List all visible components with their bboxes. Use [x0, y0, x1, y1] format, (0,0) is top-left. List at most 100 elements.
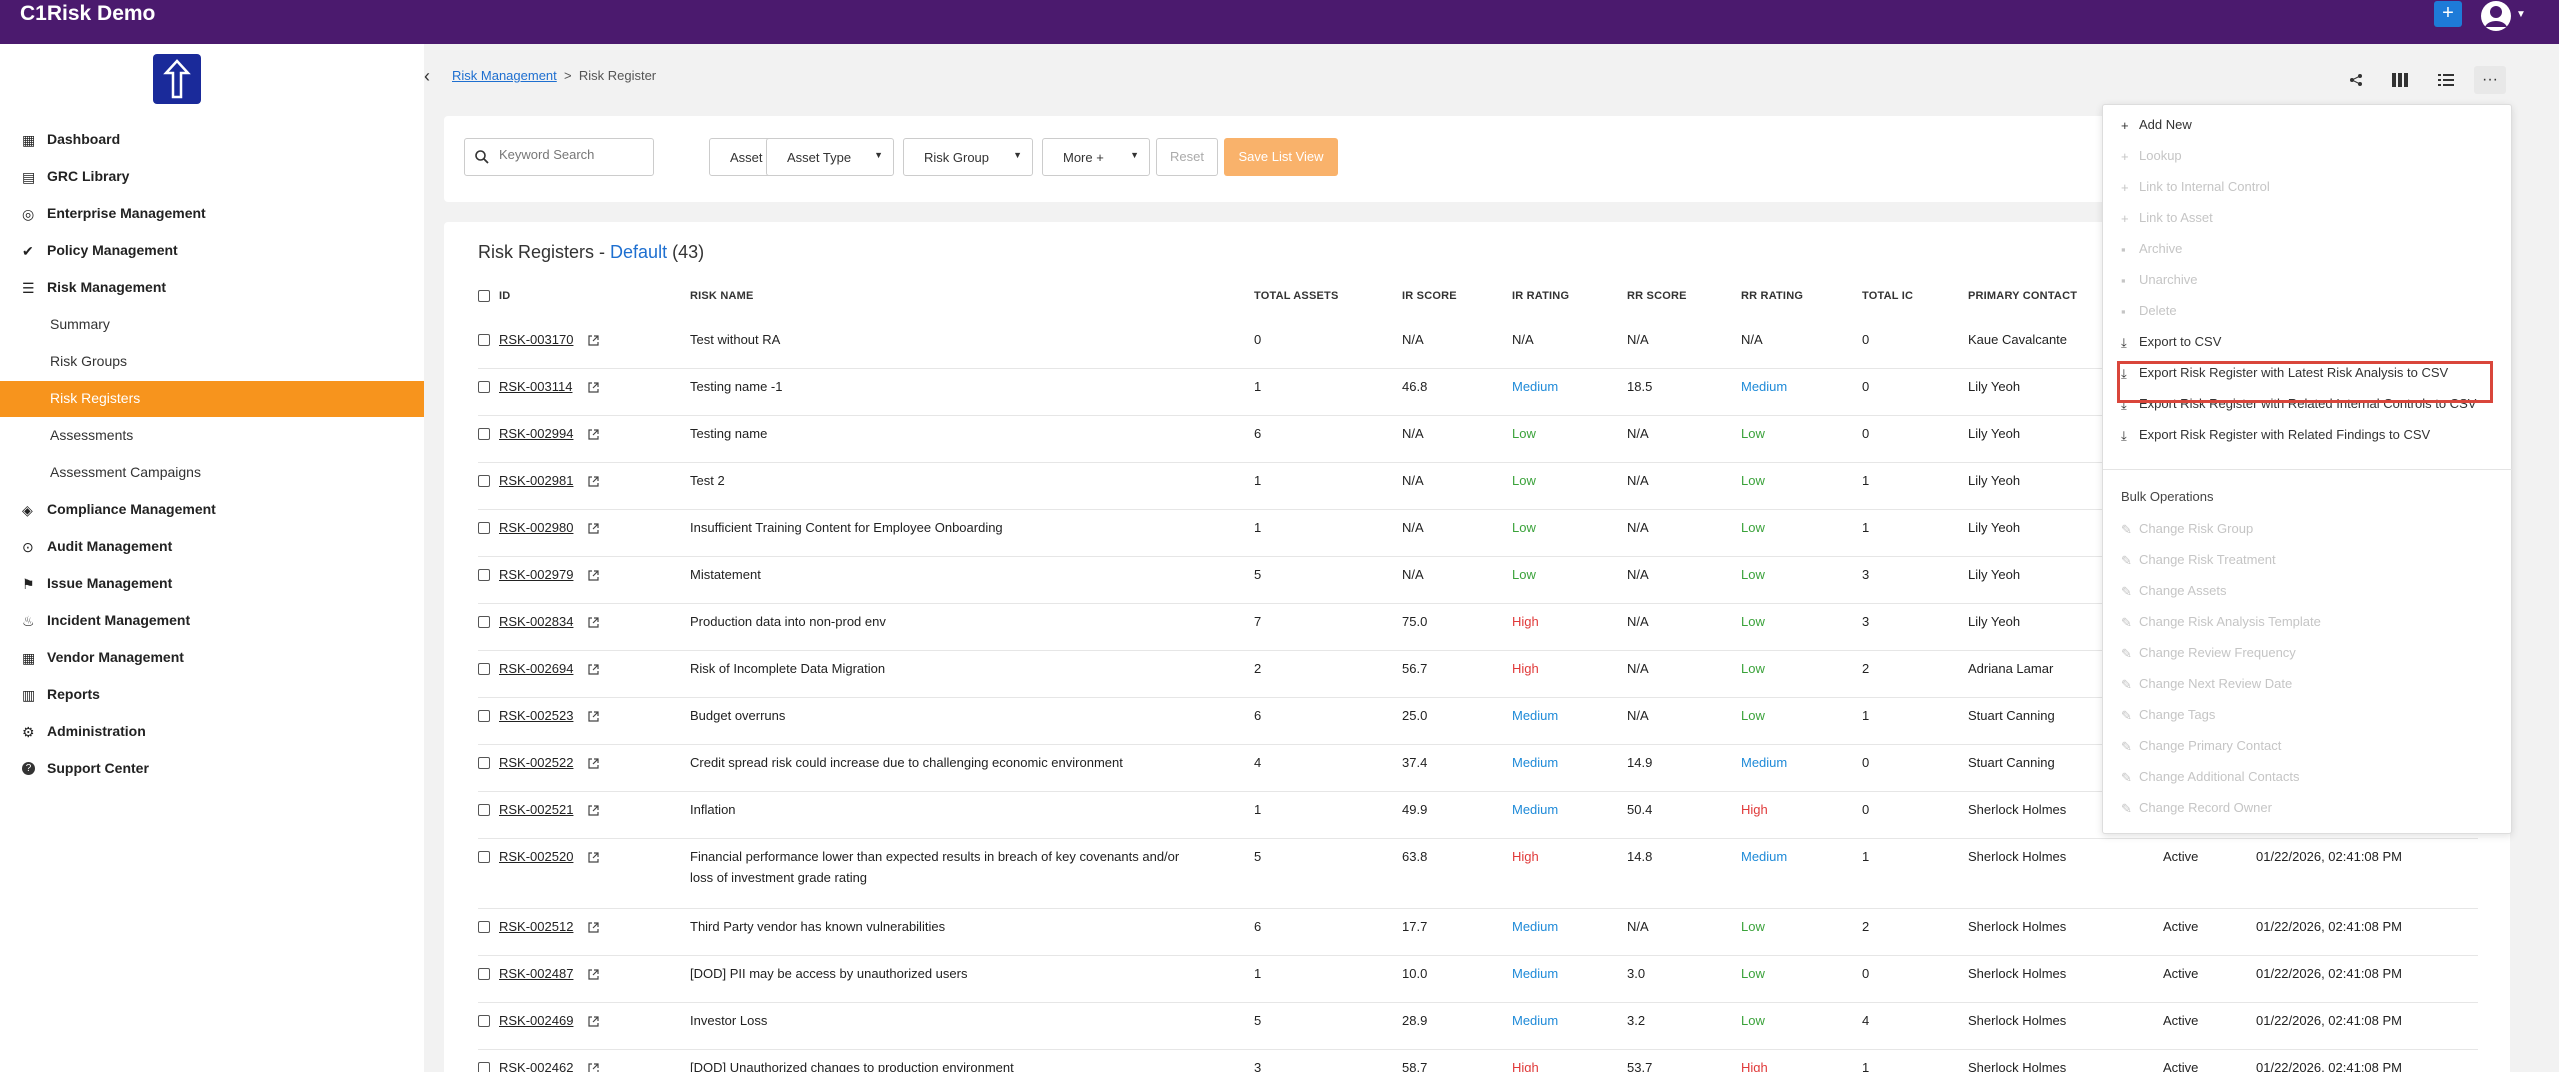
row-checkbox[interactable] — [478, 804, 490, 816]
table-row[interactable]: RSK-002980 Insufficient Training Content … — [478, 510, 2478, 557]
risk-id-link[interactable]: RSK-002523 — [499, 708, 574, 723]
share-icon[interactable] — [2340, 66, 2372, 94]
risk-id-link[interactable]: RSK-002462 — [499, 1060, 574, 1072]
asset-type-filter[interactable]: Asset Type ▼ — [766, 138, 894, 176]
table-row[interactable]: RSK-002523 Budget overruns 6 25.0 Medium N/A L… — [478, 698, 2478, 745]
table-row[interactable]: RSK-002694 Risk of Incomplete Data Migrat… — [478, 651, 2478, 698]
sidebar-item-reports[interactable]: ▥ Reports — [0, 677, 424, 713]
row-checkbox[interactable] — [478, 616, 490, 628]
row-checkbox[interactable] — [478, 757, 490, 769]
risk-id-link[interactable]: RSK-002834 — [499, 614, 574, 629]
row-checkbox[interactable] — [478, 1062, 490, 1072]
save-list-view-button[interactable]: Save List View — [1224, 138, 1338, 176]
external-link-icon[interactable] — [588, 381, 600, 393]
risk-id-link[interactable]: RSK-002980 — [499, 520, 574, 535]
table-row[interactable]: RSK-002994 Testing name 6 N/A Low N/A Low 0 Lily… — [478, 416, 2478, 463]
sidebar-subitem-risk-groups[interactable]: Risk Groups — [0, 344, 424, 380]
collapse-sidebar-icon[interactable]: ‹ — [424, 66, 430, 86]
search-box[interactable] — [464, 138, 654, 176]
col-header-total-ic[interactable]: TOTAL IC — [1862, 290, 1914, 302]
risk-group-filter[interactable]: Risk Group ▼ — [903, 138, 1033, 176]
sidebar-item-policy-management[interactable]: ✔ Policy Management — [0, 233, 424, 269]
table-row[interactable]: RSK-002834 Production data into non-prod … — [478, 604, 2478, 651]
breadcrumb-risk-management[interactable]: Risk Management — [452, 68, 557, 83]
external-link-icon[interactable] — [588, 569, 600, 581]
sidebar-subitem-assessments[interactable]: Assessments — [0, 418, 424, 454]
row-checkbox[interactable] — [478, 851, 490, 863]
external-link-icon[interactable] — [588, 616, 600, 628]
sidebar-item-vendor-management[interactable]: ▦ Vendor Management — [0, 640, 424, 676]
user-menu[interactable]: ▼ — [2480, 0, 2530, 32]
view-name[interactable]: Default — [610, 242, 668, 262]
risk-id-link[interactable]: RSK-002694 — [499, 661, 574, 676]
external-link-icon[interactable] — [588, 757, 600, 769]
sidebar-item-dashboard[interactable]: ▦ Dashboard — [0, 122, 424, 158]
risk-id-link[interactable]: RSK-003114 — [499, 379, 573, 394]
external-link-icon[interactable] — [588, 921, 600, 933]
more-filters[interactable]: More + ▼ — [1042, 138, 1150, 176]
external-link-icon[interactable] — [588, 522, 600, 534]
risk-id-link[interactable]: RSK-003170 — [499, 332, 574, 347]
list-view-icon[interactable] — [2430, 66, 2462, 94]
risk-id-link[interactable]: RSK-002487 — [499, 966, 574, 981]
col-header-primary-contact[interactable]: PRIMARY CONTACT — [1968, 290, 2078, 302]
external-link-icon[interactable] — [588, 851, 600, 863]
reset-button[interactable]: Reset — [1156, 138, 1218, 176]
sidebar-subitem-risk-registers[interactable]: Risk Registers — [0, 381, 424, 417]
row-checkbox[interactable] — [478, 921, 490, 933]
row-checkbox[interactable] — [478, 381, 490, 393]
table-row[interactable]: RSK-002981 Test 2 1 N/A Low N/A Low 1 Lily Yeoh — [478, 463, 2478, 510]
risk-id-link[interactable]: RSK-002979 — [499, 567, 574, 582]
sidebar-item-risk-management[interactable]: ☰ Risk Management — [0, 270, 424, 306]
external-link-icon[interactable] — [588, 475, 600, 487]
risk-id-link[interactable]: RSK-002981 — [499, 473, 574, 488]
sidebar-item-enterprise-management[interactable]: ◎ Enterprise Management — [0, 196, 424, 232]
risk-id-link[interactable]: RSK-002522 — [499, 755, 574, 770]
risk-id-link[interactable]: RSK-002994 — [499, 426, 574, 441]
table-row[interactable]: RSK-002462 [DOD] Unauthorized changes to … — [478, 1050, 2478, 1072]
search-input[interactable] — [499, 147, 649, 162]
row-checkbox[interactable] — [478, 1015, 490, 1027]
row-checkbox[interactable] — [478, 710, 490, 722]
sidebar-item-grc-library[interactable]: ▤ GRC Library — [0, 159, 424, 195]
table-row[interactable]: RSK-002512 Third Party vendor has known v… — [478, 909, 2478, 956]
table-row[interactable]: RSK-003170 Test without RA 0 N/A N/A N/A N/A 0 K… — [478, 322, 2478, 369]
row-checkbox[interactable] — [478, 968, 490, 980]
table-row[interactable]: RSK-002469 Investor Loss 5 28.9 Medium 3.2 Low… — [478, 1003, 2478, 1050]
add-button[interactable]: + — [2434, 1, 2462, 27]
external-link-icon[interactable] — [588, 710, 600, 722]
row-checkbox[interactable] — [478, 569, 490, 581]
select-all-checkbox[interactable] — [478, 290, 490, 302]
table-row[interactable]: RSK-002521 Inflation 1 49.9 Medium 50.4 High 0 S… — [478, 792, 2478, 839]
row-checkbox[interactable] — [478, 475, 490, 487]
row-checkbox[interactable] — [478, 522, 490, 534]
risk-id-link[interactable]: RSK-002512 — [499, 919, 574, 934]
table-row[interactable]: RSK-003114 Testing name -1 1 46.8 Medium 18.5… — [478, 369, 2478, 416]
sidebar-subitem-summary[interactable]: Summary — [0, 307, 424, 343]
sidebar-item-issue-management[interactable]: ⚑ Issue Management — [0, 566, 424, 602]
external-link-icon[interactable] — [588, 1062, 600, 1072]
table-row[interactable]: RSK-002520 Financial performance lower th… — [478, 839, 2478, 909]
columns-icon[interactable] — [2384, 66, 2416, 94]
col-header-total-assets[interactable]: TOTAL ASSETS — [1254, 290, 1339, 302]
external-link-icon[interactable] — [588, 1015, 600, 1027]
row-checkbox[interactable] — [478, 428, 490, 440]
sidebar-item-audit-management[interactable]: ⊙ Audit Management — [0, 529, 424, 565]
external-link-icon[interactable] — [588, 804, 600, 816]
col-header-rr-rating[interactable]: RR RATING — [1741, 290, 1804, 302]
row-checkbox[interactable] — [478, 334, 490, 346]
external-link-icon[interactable] — [588, 968, 600, 980]
table-row[interactable]: RSK-002522 Credit spread risk could incre… — [478, 745, 2478, 792]
external-link-icon[interactable] — [588, 334, 600, 346]
col-header-ir-rating[interactable]: IR RATING — [1512, 290, 1570, 302]
sidebar-item-compliance-management[interactable]: ◈ Compliance Management — [0, 492, 424, 528]
col-header-ir-score[interactable]: IR SCORE — [1402, 290, 1457, 302]
risk-id-link[interactable]: RSK-002520 — [499, 849, 574, 864]
company-logo[interactable] — [153, 54, 201, 104]
row-checkbox[interactable] — [478, 663, 490, 675]
sidebar-item-incident-management[interactable]: ♨ Incident Management — [0, 603, 424, 639]
table-row[interactable]: RSK-002487 [DOD] PII may be access by una… — [478, 956, 2478, 1003]
external-link-icon[interactable] — [588, 428, 600, 440]
sidebar-item-administration[interactable]: ⚙ Administration — [0, 714, 424, 750]
col-header-id[interactable]: ID — [499, 290, 511, 302]
